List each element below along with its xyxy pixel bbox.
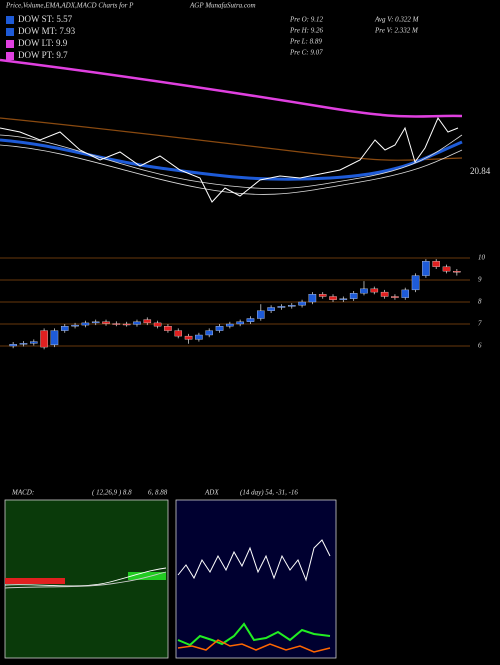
candles: 6 7 8 9 10	[0, 254, 486, 350]
avg-volume: Avg V: 0.322 M	[374, 16, 420, 24]
price-line	[0, 116, 459, 203]
legend-swatch	[6, 28, 14, 36]
title: Price,Volume,EMA,ADX,MACD Charts for P	[5, 2, 134, 10]
candle-body	[370, 288, 379, 293]
candle-body	[329, 296, 337, 300]
candle-body	[184, 335, 193, 340]
site: AGP MunafaSutra.com	[189, 2, 256, 10]
candle-body	[122, 323, 131, 326]
candle-body	[287, 305, 296, 307]
candle-body	[318, 294, 327, 297]
prev-volume: Pre V: 2.332 M	[374, 27, 419, 35]
candle-body	[9, 344, 17, 347]
ema-line	[0, 138, 463, 181]
y-tick-label: 7	[478, 320, 482, 328]
candle-body	[267, 307, 275, 311]
candle-body	[133, 321, 141, 325]
candle-body	[164, 326, 172, 331]
candle-body	[277, 306, 286, 308]
quote-open: Pre O: 9.12	[289, 16, 323, 24]
candle-body	[40, 330, 48, 348]
macd-title: MACD:	[11, 489, 34, 497]
macd-histogram	[128, 572, 166, 580]
candle-body	[102, 321, 110, 324]
candle-body	[453, 271, 461, 273]
signal-line	[4, 571, 167, 589]
candle-body	[257, 310, 265, 319]
candle-body	[339, 298, 348, 300]
legend-label: DOW LT: 9.9	[18, 38, 68, 48]
candle-body	[236, 321, 244, 325]
candle-body	[19, 343, 28, 345]
macd-line	[4, 567, 167, 587]
candle-body	[391, 296, 399, 298]
legend-label: DOW PT: 9.7	[18, 50, 68, 60]
adx-title: ADX	[204, 489, 219, 497]
legend: DOW ST: 5.57 DOW MT: 7.93 DOW LT: 9.9 DOW P…	[6, 14, 76, 60]
minus-di	[177, 639, 331, 653]
candle-body	[81, 322, 90, 326]
candle-body	[71, 324, 79, 327]
ema-line	[0, 144, 463, 195]
ema-label: 20.84	[470, 166, 491, 176]
candle-body	[442, 266, 451, 272]
candle-body	[112, 323, 121, 325]
candle-body	[215, 326, 224, 331]
candle-body	[246, 318, 255, 322]
legend-label: DOW MT: 7.93	[18, 26, 76, 36]
y-tick-label: 10	[478, 254, 486, 262]
adx-values: (14 day) 54, -31, -16	[240, 489, 298, 497]
quote-low: Pre L: 8.89	[289, 38, 322, 46]
candle-body	[153, 322, 162, 327]
macd-histogram	[5, 578, 65, 584]
candle-body	[432, 261, 440, 267]
quote-high: Pre H: 9.26	[289, 27, 323, 35]
macd-params: ( 12,26,9 ) 8.8	[92, 489, 132, 497]
candle-body	[401, 289, 410, 298]
candle-body	[226, 323, 234, 327]
legend-label: DOW ST: 5.57	[18, 14, 73, 24]
legend-swatch	[6, 16, 14, 24]
quote-close: Pre C: 9.07	[289, 49, 323, 57]
candle-body	[380, 291, 389, 297]
ema-line	[0, 117, 463, 161]
candle-body	[422, 261, 430, 276]
candle-body	[174, 330, 183, 337]
adx-line	[177, 539, 331, 582]
y-tick-label: 8	[478, 298, 482, 306]
ema-line	[0, 58, 463, 118]
legend-swatch	[6, 52, 14, 60]
y-tick-label: 6	[478, 342, 482, 350]
candle-body	[143, 319, 152, 324]
candle-body	[360, 288, 368, 294]
candle-body	[205, 330, 213, 336]
y-tick-label: 9	[478, 276, 482, 284]
candle-body	[349, 293, 358, 299]
candle-body	[60, 326, 69, 331]
ema-line	[0, 134, 463, 190]
candle-body	[30, 341, 38, 344]
plus-di	[177, 622, 331, 647]
candle-body	[308, 294, 317, 303]
candle-body	[50, 330, 59, 346]
candle-body	[195, 334, 203, 340]
candle-body	[91, 321, 100, 324]
macd-values: 6, 8.88	[148, 489, 168, 497]
legend-swatch	[6, 40, 14, 48]
candle-body	[411, 275, 420, 291]
candle-body	[298, 301, 306, 306]
